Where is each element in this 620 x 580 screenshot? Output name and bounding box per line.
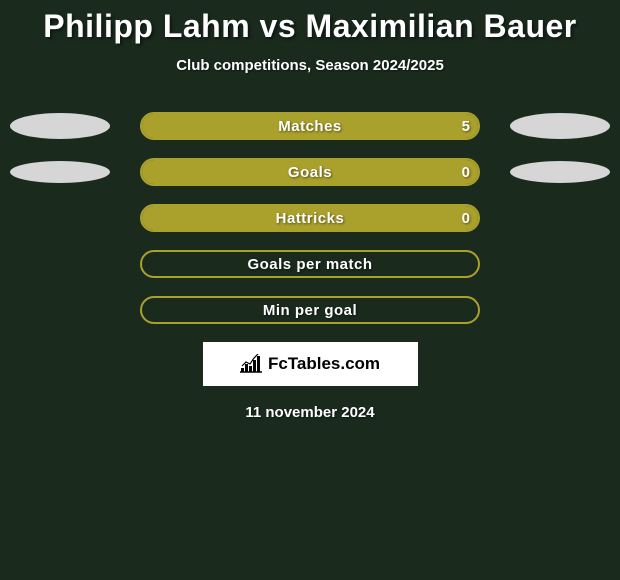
stat-right-value: 0 — [462, 160, 470, 184]
stat-label: Min per goal — [142, 298, 478, 322]
right-ellipse — [510, 161, 610, 183]
stat-label: Goals — [142, 160, 478, 184]
stat-bar: Hattricks0 — [140, 204, 480, 232]
page-subtitle: Club competitions, Season 2024/2025 — [0, 57, 620, 74]
stats-rows: Matches5Goals0Hattricks0Goals per matchM… — [0, 112, 620, 324]
left-ellipse — [10, 161, 110, 183]
fctables-logo: FcTables.com — [203, 342, 418, 386]
stat-label: Goals per match — [142, 252, 478, 276]
stat-row: Goals per match — [0, 250, 620, 278]
left-ellipse — [10, 113, 110, 139]
stat-bar: Goals0 — [140, 158, 480, 186]
stat-bar: Matches5 — [140, 112, 480, 140]
stat-row: Goals0 — [0, 158, 620, 186]
date-label: 11 november 2024 — [0, 404, 620, 421]
stat-right-value: 0 — [462, 206, 470, 230]
stat-bar: Min per goal — [140, 296, 480, 324]
stat-row: Min per goal — [0, 296, 620, 324]
page-title: Philipp Lahm vs Maximilian Bauer — [0, 0, 620, 45]
right-ellipse — [510, 113, 610, 139]
stat-row: Matches5 — [0, 112, 620, 140]
logo-text: FcTables.com — [268, 354, 380, 374]
stat-label: Hattricks — [142, 206, 478, 230]
stat-bar: Goals per match — [140, 250, 480, 278]
stat-label: Matches — [142, 114, 478, 138]
stat-row: Hattricks0 — [0, 204, 620, 232]
bar-chart-icon — [240, 354, 264, 374]
stat-right-value: 5 — [462, 114, 470, 138]
